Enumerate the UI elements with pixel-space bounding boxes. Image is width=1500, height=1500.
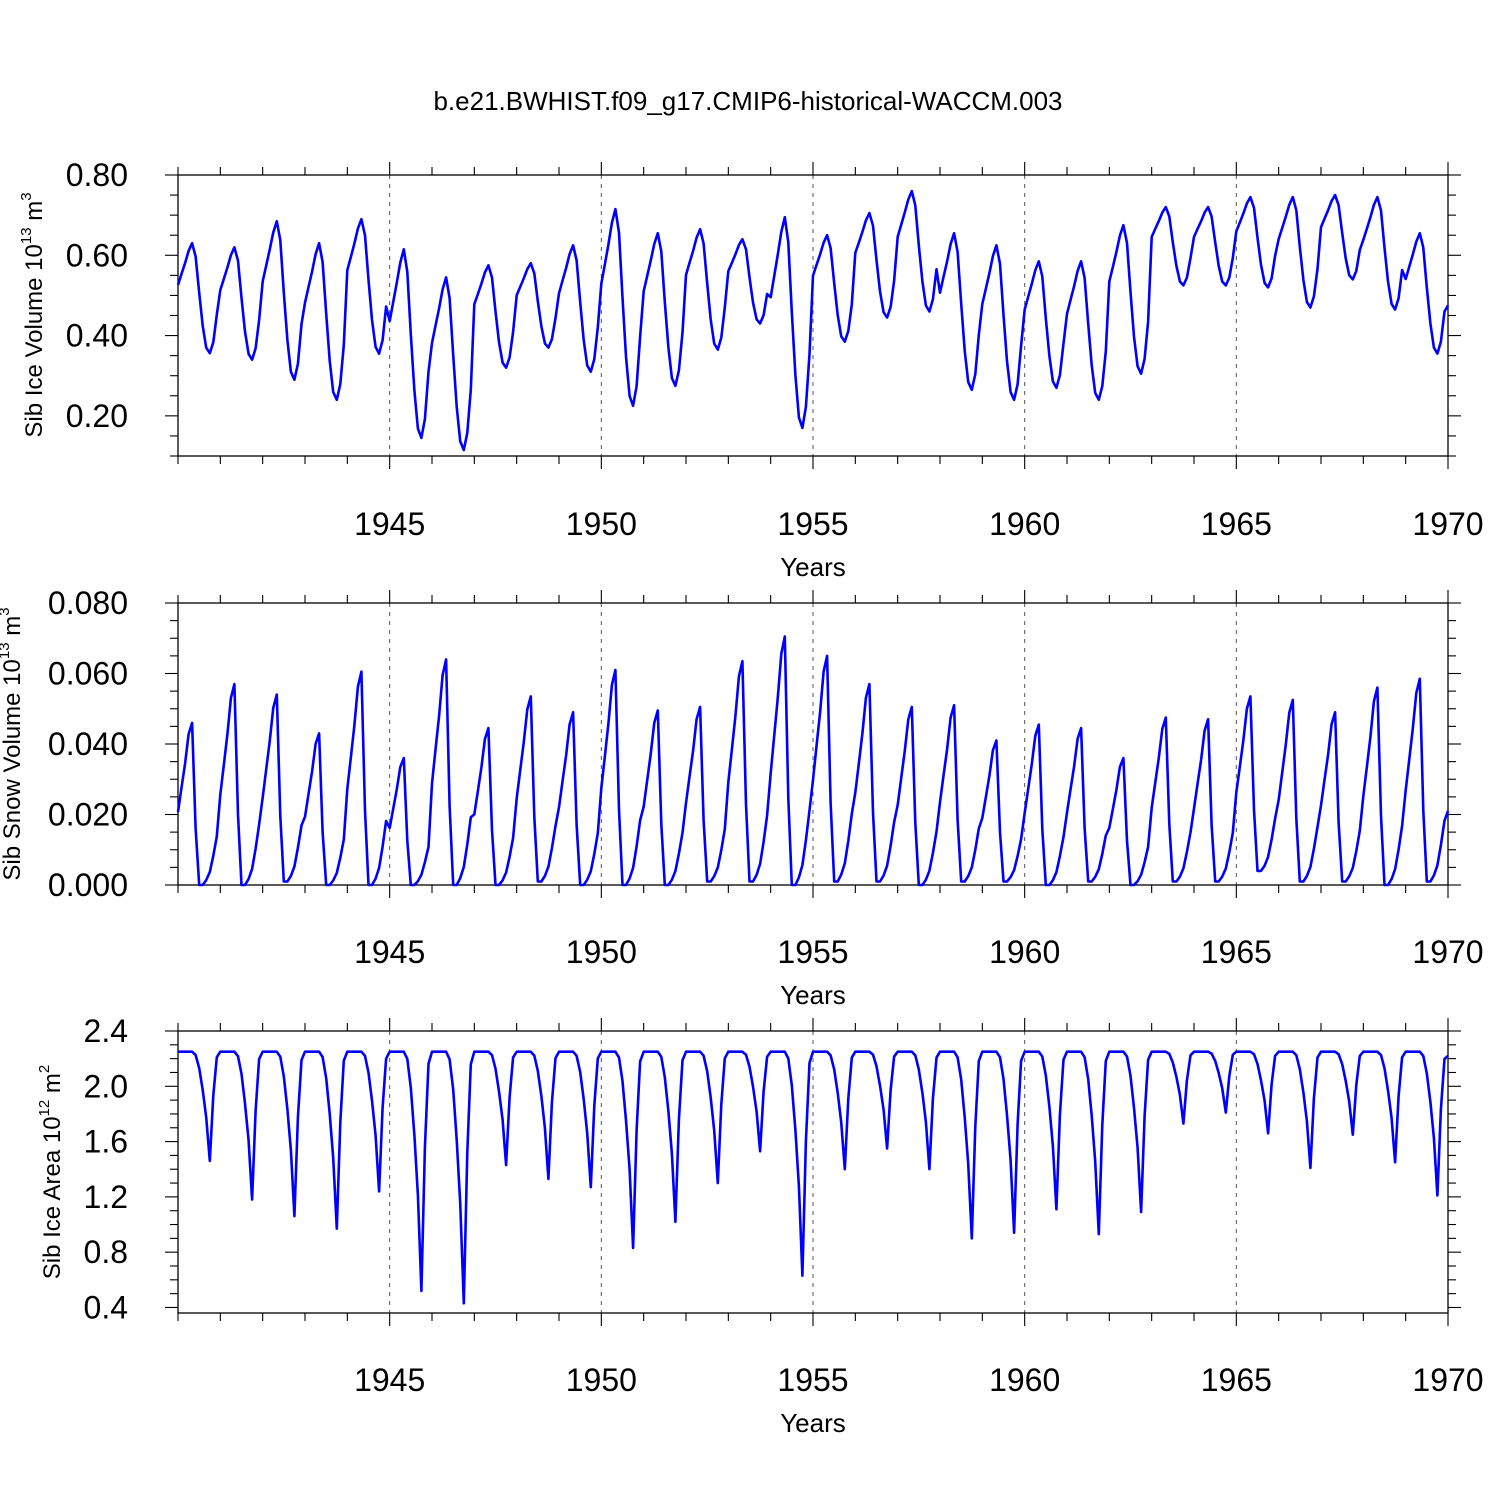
x-axis-label: Years xyxy=(780,980,846,1010)
y-axis-label-exp: 13 xyxy=(0,642,13,659)
y-axis-label-unit-exp: 2 xyxy=(36,1065,53,1073)
y-axis-label-text: Sib Ice Area 10 xyxy=(39,1116,66,1279)
x-tick-label: 1970 xyxy=(1412,506,1483,542)
y-tick-label: 0.000 xyxy=(48,867,128,903)
x-tick-label: 1965 xyxy=(1201,1362,1272,1398)
y-tick-label: 0.020 xyxy=(48,797,128,833)
y-tick-label: 0.8 xyxy=(84,1234,128,1270)
y-axis-label-exp: 12 xyxy=(36,1100,53,1117)
x-tick-label: 1945 xyxy=(354,506,425,542)
y-axis-label-unit: m xyxy=(21,201,48,228)
series-line xyxy=(176,189,1450,452)
ice-volume-panel: Sib Ice Volume 1013 m3 Years 1945 1950 195… xyxy=(18,157,1484,582)
y-tick-label: 0.40 xyxy=(66,318,128,354)
y-axis-label-unit-exp: 3 xyxy=(18,192,35,200)
x-tick-label: 1950 xyxy=(566,934,637,970)
y-axis-label-exp: 13 xyxy=(18,227,35,244)
x-tick-label: 1950 xyxy=(566,1362,637,1398)
y-tick-label: 0.080 xyxy=(48,585,128,621)
series-line xyxy=(176,635,1450,887)
x-tick-label: 1965 xyxy=(1201,934,1272,970)
snow-volume-panel: Sib Snow Volume 1013 m3 Years 1945 1950 19… xyxy=(0,585,1484,1010)
y-tick-label: 0.040 xyxy=(48,726,128,762)
y-axis-label-text: Sib Snow Volume 10 xyxy=(0,659,26,880)
y-tick-label: 0.060 xyxy=(48,656,128,692)
figure-title: b.e21.BWHIST.f09_g17.CMIP6-historical-WA… xyxy=(433,86,1062,116)
x-tick-label: 1950 xyxy=(566,506,637,542)
x-tick-label: 1970 xyxy=(1412,934,1483,970)
x-tick-label: 1955 xyxy=(777,934,848,970)
y-tick-label: 0.60 xyxy=(66,237,128,273)
x-tick-label: 1960 xyxy=(989,934,1060,970)
y-axis-label-text: Sib Ice Volume 10 xyxy=(21,244,48,437)
y-tick-label: 2.0 xyxy=(84,1068,128,1104)
x-tick-label: 1955 xyxy=(777,1362,848,1398)
y-tick-label: 2.4 xyxy=(84,1013,128,1049)
x-axis-label: Years xyxy=(780,552,846,582)
y-tick-label: 0.4 xyxy=(84,1289,128,1325)
y-tick-label: 1.6 xyxy=(84,1124,128,1160)
x-tick-label: 1945 xyxy=(354,1362,425,1398)
x-tick-label: 1960 xyxy=(989,1362,1060,1398)
y-tick-label: 0.80 xyxy=(66,157,128,193)
x-tick-label: 1955 xyxy=(777,506,848,542)
x-tick-label: 1945 xyxy=(354,934,425,970)
y-axis-label: Sib Snow Volume 1013 m3 xyxy=(0,607,26,880)
series-line xyxy=(178,1050,1449,1305)
y-axis-label: Sib Ice Area 1012 m2 xyxy=(36,1065,66,1279)
y-axis-label-unit: m xyxy=(39,1073,66,1100)
y-axis-label: Sib Ice Volume 1013 m3 xyxy=(18,192,48,437)
x-tick-label: 1960 xyxy=(989,506,1060,542)
y-axis-label-unit-exp: 3 xyxy=(0,607,13,615)
y-tick-label: 1.2 xyxy=(84,1179,128,1215)
x-tick-label: 1965 xyxy=(1201,506,1272,542)
ice-area-panel: Sib Ice Area 1012 m2 Years 1945 1950 1955 1… xyxy=(36,1013,1484,1438)
y-tick-label: 0.20 xyxy=(66,398,128,434)
x-axis-label: Years xyxy=(780,1408,846,1438)
plot-frame xyxy=(177,602,1449,886)
x-tick-label: 1970 xyxy=(1412,1362,1483,1398)
plot-frame xyxy=(177,174,1449,457)
y-axis-label-unit: m xyxy=(0,616,26,643)
